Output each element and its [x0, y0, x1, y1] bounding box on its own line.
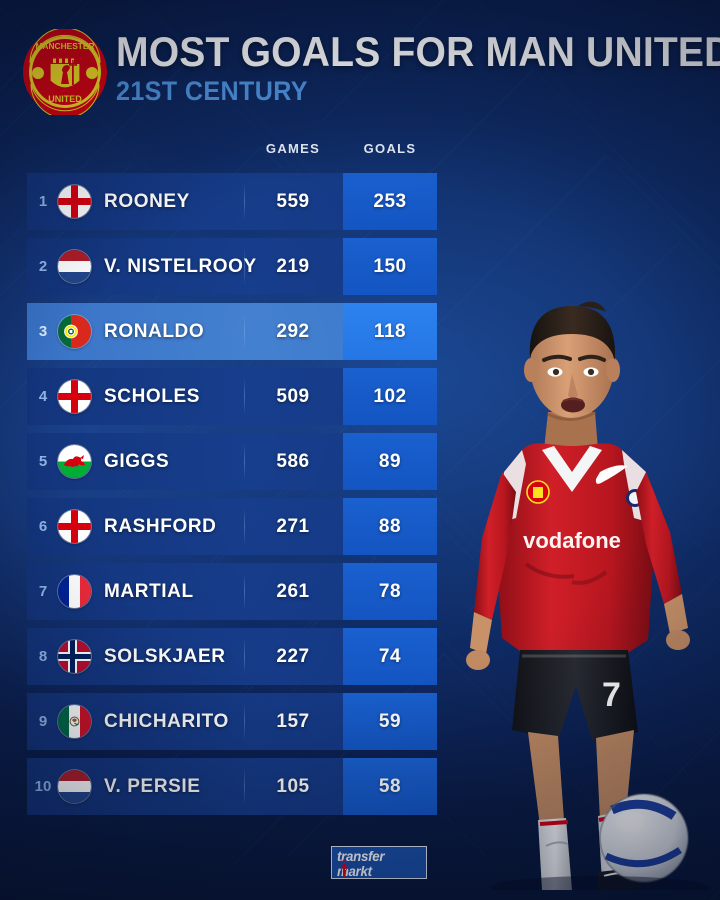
manchester-united-crest-icon: MANCHESTER UNITED [22, 27, 108, 119]
flag-icon-england [58, 510, 91, 543]
flag-icon-france [58, 575, 91, 608]
ranking-table: 1 ROONEY 559 253 2 V. NISTELROOY 219 150 3 RONALD… [27, 173, 437, 823]
player-photo: vodafone 7 [430, 120, 720, 890]
svg-text:vodafone: vodafone [523, 528, 621, 553]
flag-icon-england [58, 380, 91, 413]
row-rank: 9 [38, 713, 48, 730]
games-value: 559 [276, 190, 310, 212]
table-row[interactable]: 3 RONALDO 292 118 [27, 303, 437, 360]
row-rank: 7 [38, 583, 48, 600]
flag-icon-netherlands [58, 250, 91, 283]
column-divider [244, 313, 245, 350]
games-value: 292 [276, 320, 310, 342]
row-rank: 3 [38, 323, 48, 340]
column-divider [244, 508, 245, 545]
column-header-games: GAMES [265, 141, 321, 156]
column-divider [244, 638, 245, 675]
games-value: 586 [276, 450, 310, 472]
table-row[interactable]: 4 SCHOLES 509 102 [27, 368, 437, 425]
column-divider [244, 768, 245, 805]
column-divider [244, 248, 245, 285]
goals-value: 58 [343, 758, 437, 815]
table-row[interactable]: 9 CHICHARITO 157 59 [27, 693, 437, 750]
player-name: SOLSKJAER [104, 645, 226, 667]
player-name: MARTIAL [104, 580, 194, 602]
page-title: MOST GOALS FOR MAN UNITED [116, 28, 720, 75]
row-rank: 10 [34, 778, 52, 795]
column-header-goals: GOALS [363, 141, 417, 156]
goals-value: 88 [343, 498, 437, 555]
crest-text-top: MANCHESTER [35, 41, 94, 51]
games-value: 105 [276, 775, 310, 797]
games-value: 261 [276, 580, 310, 602]
player-name: V. PERSIE [104, 775, 201, 797]
goals-value: 253 [343, 173, 437, 230]
column-divider [244, 573, 245, 610]
flag-icon-mexico [58, 705, 91, 738]
column-divider [244, 703, 245, 740]
column-divider [244, 183, 245, 220]
row-rank: 1 [38, 193, 48, 210]
row-rank: 8 [38, 648, 48, 665]
svg-text:7: 7 [602, 676, 621, 714]
goals-value: 102 [343, 368, 437, 425]
row-rank: 6 [38, 518, 48, 535]
player-name: RASHFORD [104, 515, 217, 537]
player-name: CHICHARITO [104, 710, 229, 732]
flag-icon-netherlands [58, 770, 91, 803]
row-rank: 5 [38, 453, 48, 470]
table-row[interactable]: 8 SOLSKJAER 227 74 [27, 628, 437, 685]
table-row[interactable]: 10 V. PERSIE 105 58 [27, 758, 437, 815]
goals-value: 78 [343, 563, 437, 620]
column-divider [244, 378, 245, 415]
flag-icon-portugal [58, 315, 91, 348]
table-row[interactable]: 1 ROONEY 559 253 [27, 173, 437, 230]
player-name: SCHOLES [104, 385, 201, 407]
player-name: ROONEY [104, 190, 190, 212]
header: MANCHESTER UNITED MOST GOALS FOR MAN UNI… [0, 0, 720, 125]
transfermarkt-logo[interactable]: transfer markt [331, 846, 427, 879]
goals-value: 150 [343, 238, 437, 295]
goals-value: 74 [343, 628, 437, 685]
games-value: 509 [276, 385, 310, 407]
table-row[interactable]: 6 RASHFORD 271 88 [27, 498, 437, 555]
row-rank: 2 [38, 258, 48, 275]
column-headers: GAMES GOALS [0, 141, 460, 165]
goals-value: 59 [343, 693, 437, 750]
row-rank: 4 [38, 388, 48, 405]
column-divider [244, 443, 245, 480]
games-value: 157 [276, 710, 310, 732]
table-row[interactable]: 7 MARTIAL 261 78 [27, 563, 437, 620]
games-value: 219 [276, 255, 310, 277]
footer: transfer markt [0, 846, 720, 886]
goals-value: 89 [343, 433, 437, 490]
transfermarkt-figure-icon [341, 860, 347, 878]
flag-icon-norway [58, 640, 91, 673]
flag-icon-england [58, 185, 91, 218]
games-value: 227 [276, 645, 310, 667]
player-name: V. NISTELROOY [104, 255, 257, 277]
crest-text-bottom: UNITED [48, 94, 82, 104]
page-subtitle: 21ST CENTURY [116, 76, 308, 106]
games-value: 271 [276, 515, 310, 537]
goals-value: 118 [343, 303, 437, 360]
player-name: GIGGS [104, 450, 170, 472]
player-name: RONALDO [104, 320, 205, 342]
title-block: MOST GOALS FOR MAN UNITED 21ST CENTURY [116, 28, 720, 106]
table-row[interactable]: 5 GIGGS 586 89 [27, 433, 437, 490]
table-row[interactable]: 2 V. NISTELROOY 219 150 [27, 238, 437, 295]
flag-icon-wales [58, 445, 91, 478]
